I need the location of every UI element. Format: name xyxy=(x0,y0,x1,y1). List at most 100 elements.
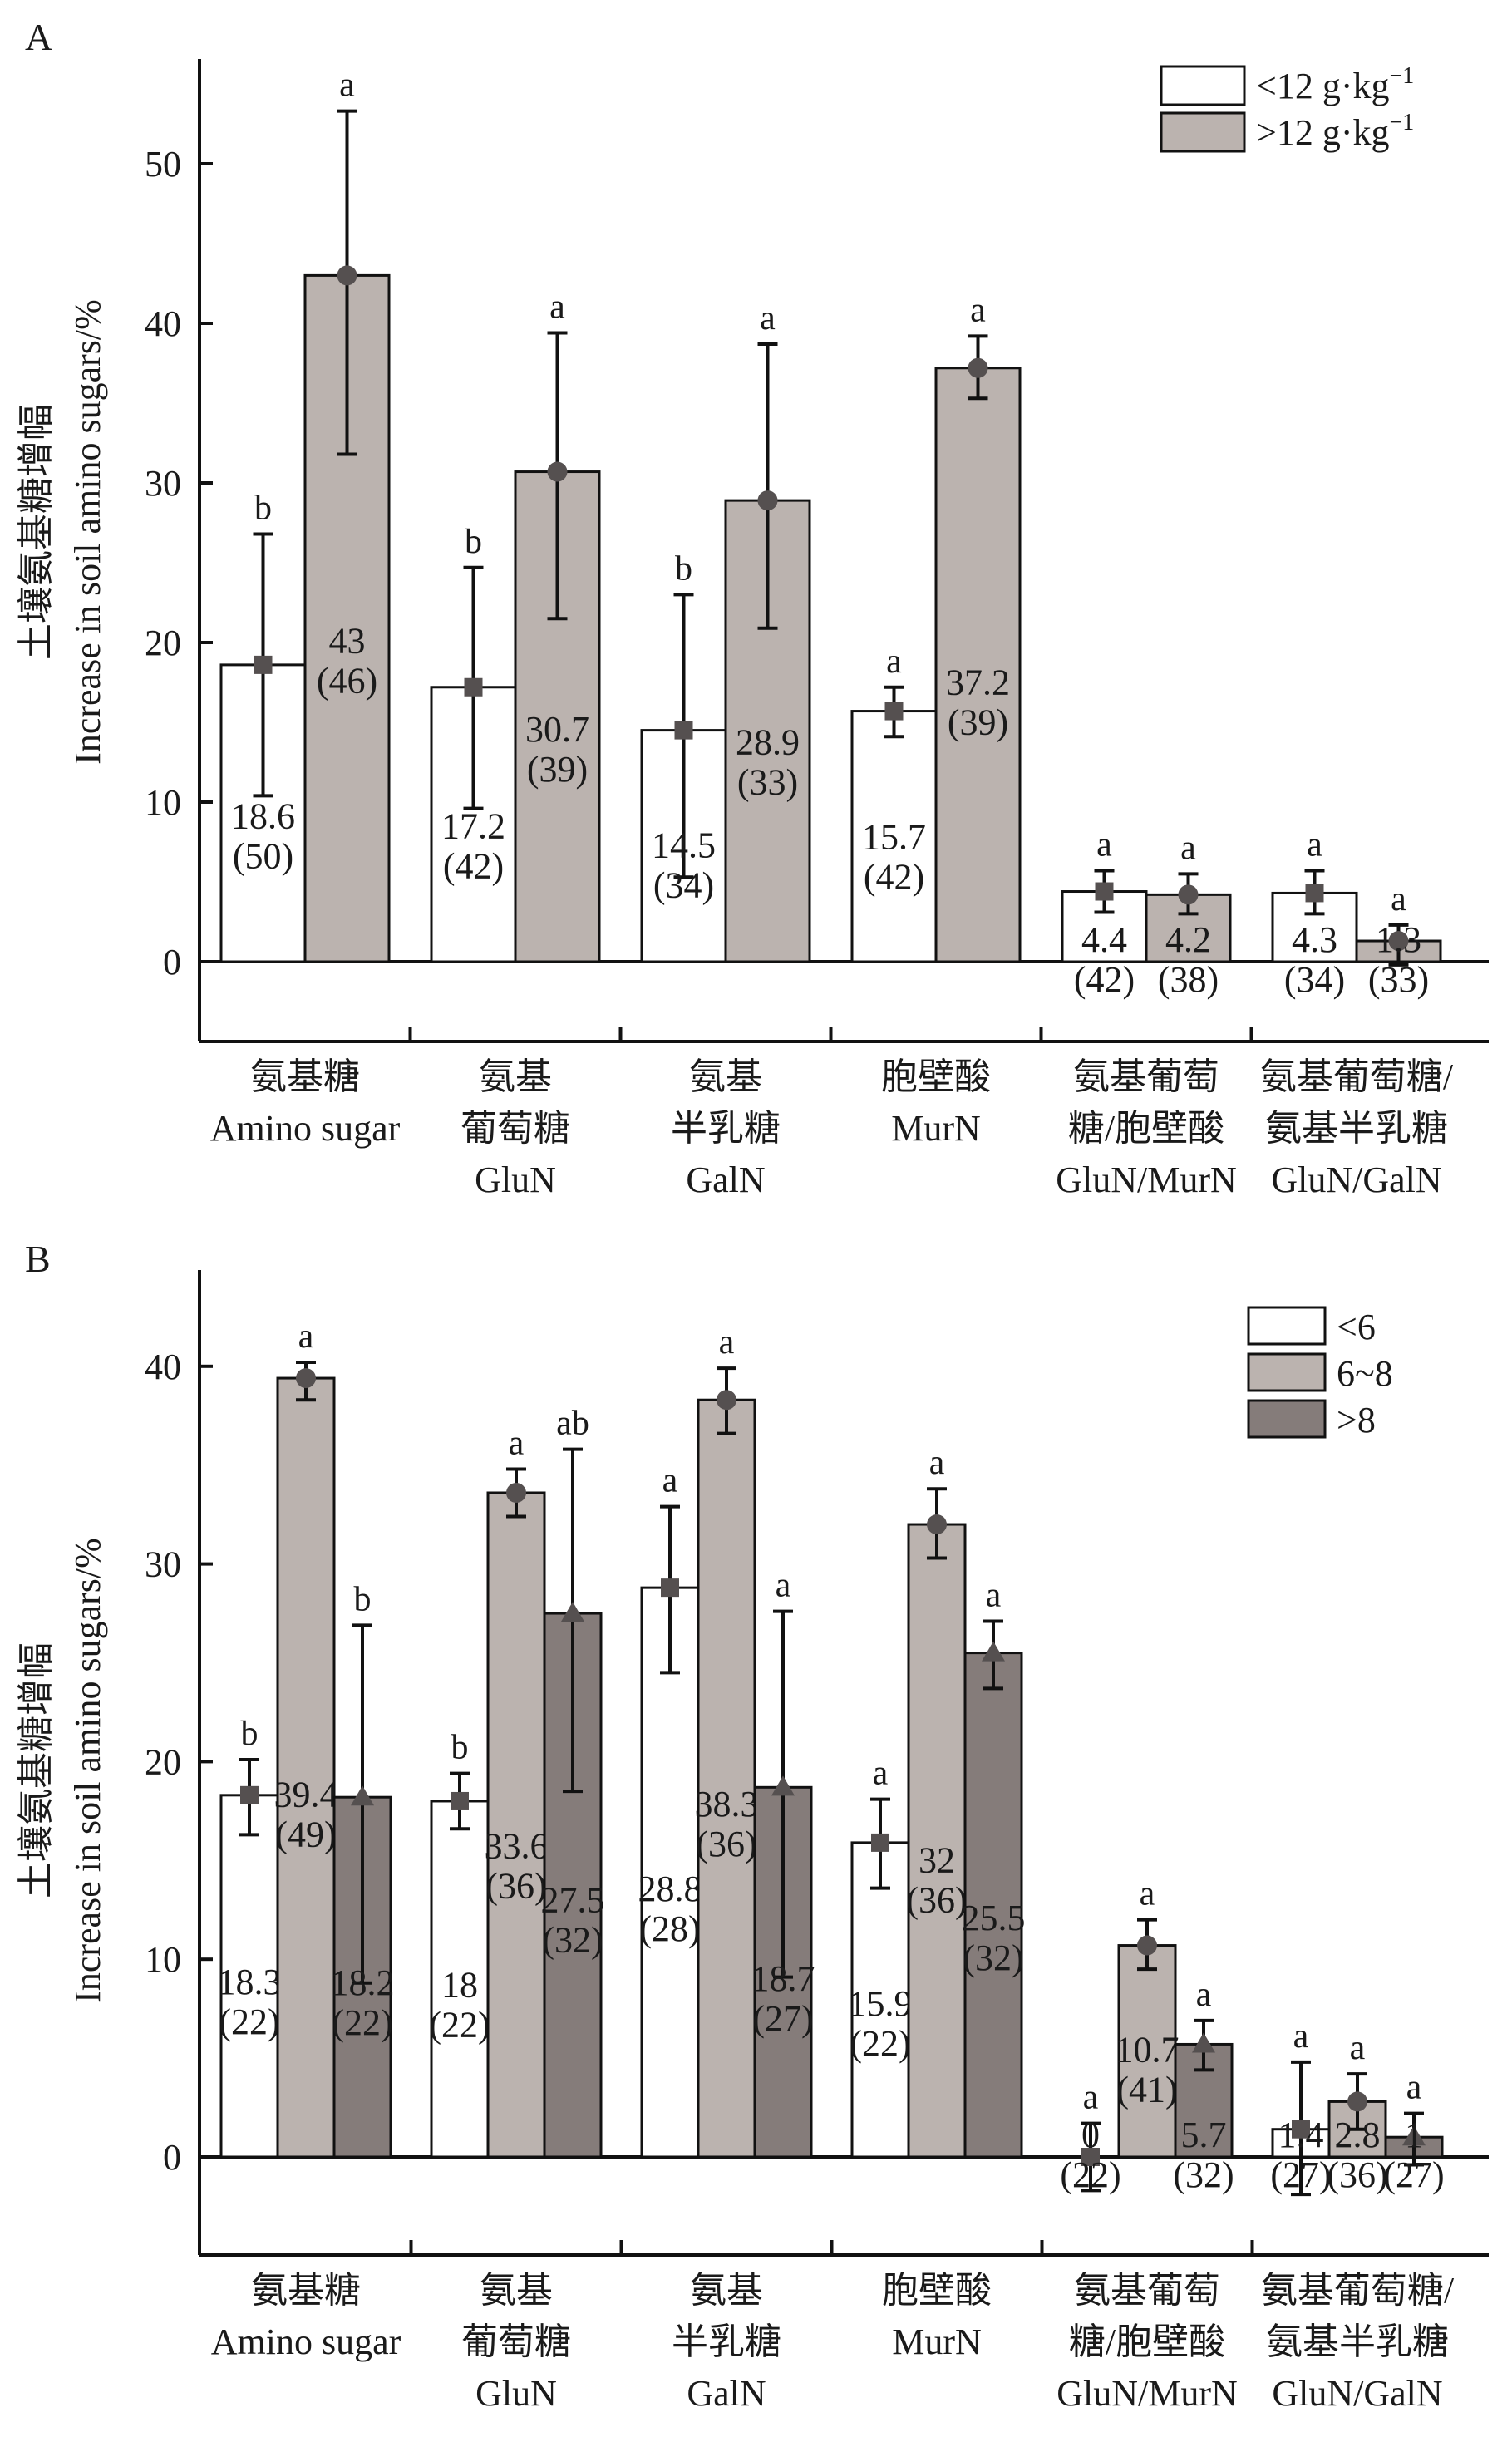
y-tick-label: 50 xyxy=(145,144,181,185)
x-category-label-cn: 胞壁酸 xyxy=(881,1056,991,1097)
significance-letter: b xyxy=(254,489,272,527)
sample-size-label: (50) xyxy=(233,835,293,876)
significance-letter: a xyxy=(929,1444,945,1482)
y-tick-label: 10 xyxy=(145,1939,181,1980)
marker-circle xyxy=(757,490,778,511)
x-category-label-cn: 氨基葡萄糖/ xyxy=(1260,1056,1454,1097)
marker-square xyxy=(674,721,693,740)
x-category-label-cn: 氨基糖 xyxy=(251,2270,361,2311)
bar xyxy=(486,1491,546,2159)
marker-triangle xyxy=(561,1602,584,1622)
legend-label-text: >8 xyxy=(1337,1400,1376,1440)
value-label: 14.5 xyxy=(652,825,716,866)
legend-label-text: >12 g·kg xyxy=(1256,112,1389,153)
bar xyxy=(963,1652,1023,2159)
marker-triangle xyxy=(982,1641,1005,1662)
x-category-label-cn: 氨基 xyxy=(480,2270,553,2311)
sample-size-label: (41) xyxy=(1116,2069,1177,2110)
significance-letter: a xyxy=(719,1323,735,1361)
legend-label: >12 g·kg−1 xyxy=(1256,110,1414,153)
significance-letter: b xyxy=(241,1715,259,1753)
marker-square xyxy=(240,1785,259,1804)
value-label: 38.3 xyxy=(695,1784,759,1824)
marker-circle xyxy=(717,1390,736,1411)
sample-size-label: (32) xyxy=(542,1920,603,1961)
marker-circle xyxy=(1388,931,1409,952)
sample-size-label: (39) xyxy=(948,702,1008,743)
legend-swatch xyxy=(1247,1306,1327,1346)
marker-square xyxy=(1081,2148,1100,2166)
y-tick-label: 0 xyxy=(163,942,181,982)
y-tick-label: 20 xyxy=(145,623,181,663)
x-category-label-cn: 氨基半乳糖 xyxy=(1266,2321,1449,2362)
sample-size-label: (42) xyxy=(443,845,504,886)
significance-letter: a xyxy=(549,288,565,327)
significance-letter: a xyxy=(1406,2069,1422,2107)
sample-size-label: (22) xyxy=(850,2023,910,2064)
panel-label: A xyxy=(25,16,52,58)
bar xyxy=(276,1376,336,2159)
marker-triangle xyxy=(1192,2032,1215,2053)
bar xyxy=(907,1523,967,2159)
x-category-label-en: Amino sugar xyxy=(211,2321,401,2362)
sample-size-label: (32) xyxy=(963,1937,1023,1978)
marker-circle xyxy=(968,357,988,378)
value-label: 32 xyxy=(919,1840,955,1881)
y-tick-label: 0 xyxy=(163,2137,181,2178)
sample-size-label: (38) xyxy=(1158,959,1219,1000)
y-tick-label: 40 xyxy=(145,1347,181,1387)
significance-letter: a xyxy=(776,1567,791,1605)
marker-circle xyxy=(337,265,357,286)
x-category-label-en: GalN xyxy=(687,2373,766,2414)
sample-size-label: (36) xyxy=(1327,2154,1387,2195)
value-label: 4.3 xyxy=(1292,919,1337,960)
sample-size-label: (27) xyxy=(1270,2154,1331,2195)
sample-size-label: (33) xyxy=(1368,959,1429,1000)
sample-size-label: (39) xyxy=(527,749,588,790)
value-label: 18 xyxy=(441,1964,478,2005)
marker-circle xyxy=(1137,1935,1157,1956)
significance-letter: a xyxy=(298,1317,314,1356)
panel-label: B xyxy=(25,1238,51,1280)
legend-swatch xyxy=(1247,1399,1327,1439)
value-label: 4.4 xyxy=(1081,919,1127,960)
y-tick-label: 30 xyxy=(145,1544,181,1585)
value-label: 30.7 xyxy=(525,709,589,750)
x-category-label-cn: 葡萄糖 xyxy=(461,2321,571,2362)
value-label: 18.3 xyxy=(218,1962,282,2002)
y-tick-label: 10 xyxy=(145,782,181,823)
x-category-label-en: GalN xyxy=(686,1159,765,1200)
legend-label: 6~8 xyxy=(1337,1353,1393,1394)
bar xyxy=(430,1800,490,2159)
value-label: 15.7 xyxy=(862,816,926,857)
x-category-label-cn: 氨基葡萄糖/ xyxy=(1261,2270,1455,2311)
bar xyxy=(697,1398,756,2159)
marker-square xyxy=(451,1791,469,1810)
value-label: 5.7 xyxy=(1181,2115,1227,2155)
marker-circle xyxy=(506,1482,526,1503)
x-category-label-cn: 胞壁酸 xyxy=(882,2270,992,2311)
x-category-label-cn: 糖/胞壁酸 xyxy=(1069,2321,1225,2362)
x-category-label-en: GluN xyxy=(475,1159,556,1200)
y-tick-label: 40 xyxy=(145,303,181,344)
x-category-label-cn: 氨基 xyxy=(479,1056,552,1097)
value-label: 37.2 xyxy=(946,662,1010,703)
marker-circle xyxy=(1178,884,1199,905)
y-tick-label: 20 xyxy=(145,1741,181,1782)
sample-size-label: (32) xyxy=(1173,2154,1234,2195)
x-category-label-en: GluN/GalN xyxy=(1272,2373,1442,2414)
value-label: 4.2 xyxy=(1165,919,1211,960)
marker-square xyxy=(1305,884,1324,903)
legend-label: <12 g·kg−1 xyxy=(1256,63,1414,106)
value-label: 25.5 xyxy=(962,1898,1026,1938)
bar xyxy=(640,1586,700,2159)
marker-square xyxy=(884,702,904,721)
significance-letter: a xyxy=(509,1424,525,1462)
marker-square xyxy=(871,1833,889,1852)
significance-letter: b xyxy=(675,549,692,588)
significance-letter: a xyxy=(873,1755,889,1793)
x-category-label-en: GluN/MurN xyxy=(1056,2373,1238,2414)
significance-letter: a xyxy=(1083,2079,1099,2117)
y-axis-label-en: Increase in soil amino sugars/% xyxy=(67,299,108,765)
legend-label-superscript: −1 xyxy=(1389,63,1414,89)
